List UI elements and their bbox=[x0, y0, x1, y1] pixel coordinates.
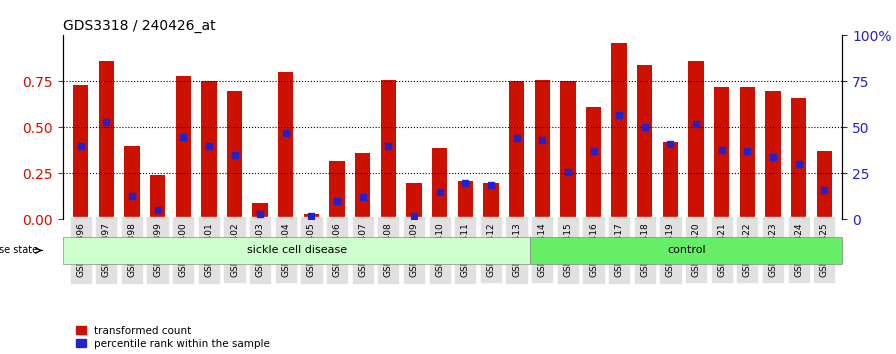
Bar bbox=[355, 153, 370, 219]
Bar bbox=[535, 80, 550, 219]
Bar bbox=[432, 148, 447, 219]
Bar bbox=[227, 91, 242, 219]
Bar bbox=[530, 237, 842, 264]
Bar bbox=[73, 85, 89, 219]
Bar bbox=[663, 142, 678, 219]
Text: control: control bbox=[667, 245, 706, 256]
Bar bbox=[99, 61, 114, 219]
Bar bbox=[509, 81, 524, 219]
Bar bbox=[125, 146, 140, 219]
Bar bbox=[253, 203, 268, 219]
Bar bbox=[483, 183, 499, 219]
Bar bbox=[740, 87, 755, 219]
Bar bbox=[202, 81, 217, 219]
Bar bbox=[458, 181, 473, 219]
Bar bbox=[406, 183, 422, 219]
Bar bbox=[816, 152, 832, 219]
Text: disease state: disease state bbox=[0, 245, 38, 256]
Legend: transformed count, percentile rank within the sample: transformed count, percentile rank withi… bbox=[76, 326, 271, 349]
Text: GDS3318 / 240426_at: GDS3318 / 240426_at bbox=[63, 19, 215, 33]
Bar bbox=[586, 107, 601, 219]
Text: sickle cell disease: sickle cell disease bbox=[246, 245, 347, 256]
Bar bbox=[688, 61, 703, 219]
Bar bbox=[381, 80, 396, 219]
Bar bbox=[791, 98, 806, 219]
Bar bbox=[176, 76, 191, 219]
Bar bbox=[765, 91, 780, 219]
Bar bbox=[714, 87, 729, 219]
Bar bbox=[278, 72, 294, 219]
Bar bbox=[150, 175, 165, 219]
Bar bbox=[304, 214, 319, 219]
Bar bbox=[611, 43, 627, 219]
Bar bbox=[637, 65, 652, 219]
Bar bbox=[63, 237, 530, 264]
Bar bbox=[330, 161, 345, 219]
Bar bbox=[560, 81, 575, 219]
